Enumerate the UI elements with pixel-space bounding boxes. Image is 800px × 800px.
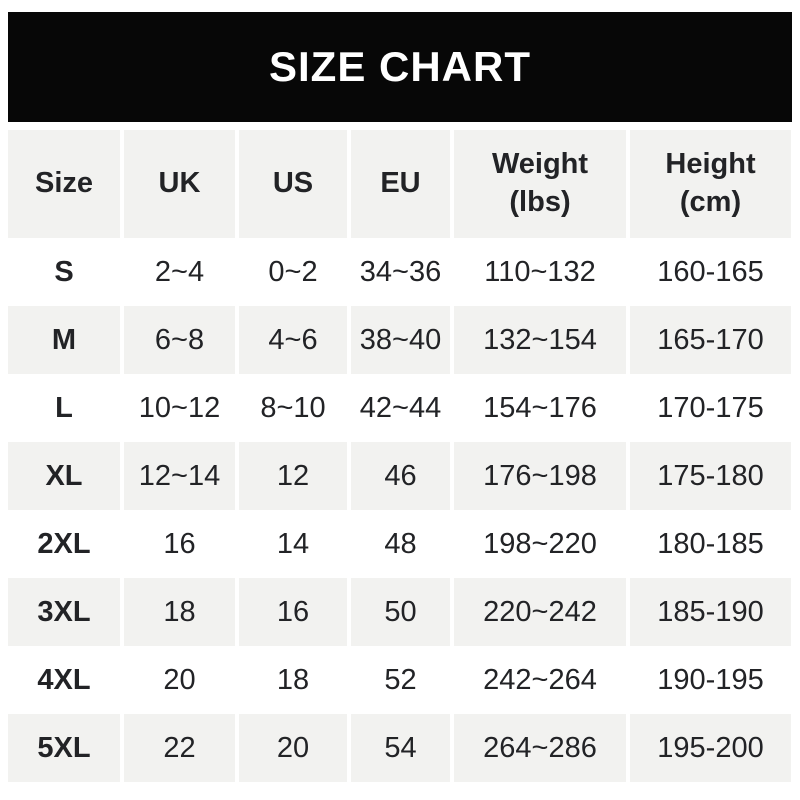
table-cell: 132~154 — [454, 306, 626, 374]
table-cell: 16 — [239, 578, 347, 646]
table-cell: 185-190 — [630, 578, 791, 646]
table-cell: 22 — [124, 714, 235, 782]
col-header-height: Height (cm) — [630, 130, 791, 238]
table-row-xl: XL 12~14 12 46 176~198 175-180 — [8, 442, 791, 510]
header-row: Size UK US EU Weight (lbs) Height (cm) — [8, 130, 791, 238]
table-cell: 165-170 — [630, 306, 791, 374]
size-chart-banner: SIZE CHART — [8, 12, 792, 122]
table-cell: 12 — [239, 442, 347, 510]
page-title: SIZE CHART — [269, 43, 531, 90]
table-cell: 170-175 — [630, 374, 791, 442]
col-header-weight: Weight (lbs) — [454, 130, 626, 238]
table-cell: 198~220 — [454, 510, 626, 578]
table-cell: 154~176 — [454, 374, 626, 442]
table-cell: 160-165 — [630, 238, 791, 306]
table-cell: 12~14 — [124, 442, 235, 510]
row-label: L — [8, 374, 120, 442]
table-cell: 10~12 — [124, 374, 235, 442]
table-cell: 52 — [351, 646, 450, 714]
row-label: 3XL — [8, 578, 120, 646]
table-cell: 46 — [351, 442, 450, 510]
size-chart-table: Size UK US EU Weight (lbs) Height (cm) S… — [4, 130, 795, 782]
table-cell: 2~4 — [124, 238, 235, 306]
table-cell: 0~2 — [239, 238, 347, 306]
table-cell: 4~6 — [239, 306, 347, 374]
table-cell: 16 — [124, 510, 235, 578]
table-row-s: S 2~4 0~2 34~36 110~132 160-165 — [8, 238, 791, 306]
row-label: 5XL — [8, 714, 120, 782]
row-label: S — [8, 238, 120, 306]
table-row-m: M 6~8 4~6 38~40 132~154 165-170 — [8, 306, 791, 374]
table-cell: 6~8 — [124, 306, 235, 374]
table-row-5xl: 5XL 22 20 54 264~286 195-200 — [8, 714, 791, 782]
row-label: 2XL — [8, 510, 120, 578]
col-header-eu: EU — [351, 130, 450, 238]
table-cell: 175-180 — [630, 442, 791, 510]
col-header-us: US — [239, 130, 347, 238]
table-cell: 42~44 — [351, 374, 450, 442]
table-row-4xl: 4XL 20 18 52 242~264 190-195 — [8, 646, 791, 714]
col-header-size: Size — [8, 130, 120, 238]
col-header-uk: UK — [124, 130, 235, 238]
table-cell: 180-185 — [630, 510, 791, 578]
table-cell: 54 — [351, 714, 450, 782]
table-cell: 18 — [124, 578, 235, 646]
row-label: 4XL — [8, 646, 120, 714]
table-cell: 20 — [239, 714, 347, 782]
table-cell: 50 — [351, 578, 450, 646]
table-cell: 38~40 — [351, 306, 450, 374]
table-cell: 20 — [124, 646, 235, 714]
table-cell: 110~132 — [454, 238, 626, 306]
table-cell: 14 — [239, 510, 347, 578]
table-row-3xl: 3XL 18 16 50 220~242 185-190 — [8, 578, 791, 646]
table-cell: 34~36 — [351, 238, 450, 306]
row-label: M — [8, 306, 120, 374]
table-cell: 8~10 — [239, 374, 347, 442]
table-row-l: L 10~12 8~10 42~44 154~176 170-175 — [8, 374, 791, 442]
table-cell: 264~286 — [454, 714, 626, 782]
row-label: XL — [8, 442, 120, 510]
table-cell: 242~264 — [454, 646, 626, 714]
table-cell: 18 — [239, 646, 347, 714]
table-cell: 220~242 — [454, 578, 626, 646]
table-cell: 195-200 — [630, 714, 791, 782]
table-cell: 48 — [351, 510, 450, 578]
table-row-2xl: 2XL 16 14 48 198~220 180-185 — [8, 510, 791, 578]
table-cell: 190-195 — [630, 646, 791, 714]
table-cell: 176~198 — [454, 442, 626, 510]
